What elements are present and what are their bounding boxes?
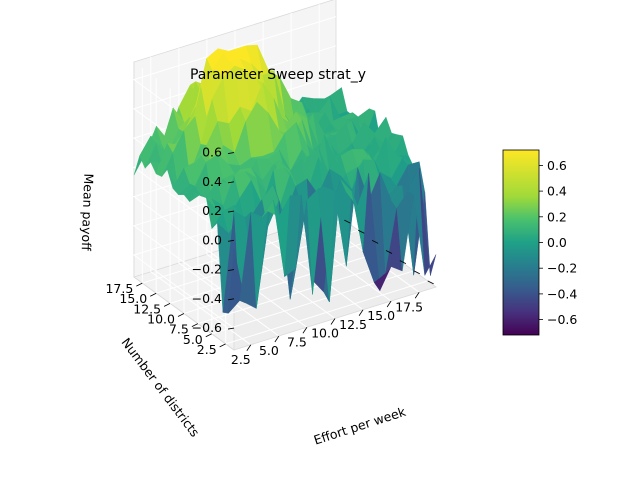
y-tick-mark xyxy=(358,229,365,234)
z-tick-mark xyxy=(227,327,235,330)
z-tick-mark xyxy=(227,152,235,154)
z-tick-mark xyxy=(227,239,235,242)
z-tick-label: 0.4 xyxy=(202,174,222,189)
z-tick-label: 0.6 xyxy=(202,145,222,160)
colorbar-gradient xyxy=(502,149,540,336)
colorbar-tick-label: −0.4 xyxy=(547,286,577,301)
z-tick-mark xyxy=(227,269,235,271)
colorbar-tick-label: 0.6 xyxy=(547,158,567,173)
z-axis-label: Mean payoff xyxy=(79,173,97,251)
z-tick-label: 0.0 xyxy=(202,232,222,247)
x-grid-line xyxy=(150,56,252,346)
z-tick-mark xyxy=(227,181,235,184)
surface-mesh xyxy=(133,44,437,314)
x-tick-mark xyxy=(302,327,308,334)
y-tick-label: 17.5 xyxy=(105,281,133,296)
y-tick-label: 2.5 xyxy=(197,342,217,357)
y-axis-label: Number of districts xyxy=(119,335,203,440)
x-axis-label: Effort per week xyxy=(312,404,408,448)
z-tick-mark xyxy=(227,210,235,213)
z-tick-mark xyxy=(227,298,235,301)
y-tick-mark xyxy=(177,313,185,317)
y-tick-label: 10.0 xyxy=(147,312,175,327)
y-tick-mark xyxy=(385,250,393,254)
y-tick-mark xyxy=(413,270,420,275)
colorbar-tick-label: −0.6 xyxy=(547,312,577,327)
colorbar-ticks: 0.6 0.4 0.2 0.0 −0.2 −0.4 −0.6 xyxy=(539,158,577,327)
y-tick-mark xyxy=(399,260,407,264)
x-tick-label: 15.0 xyxy=(367,308,395,323)
x-tick-mark xyxy=(386,300,392,308)
z-tick-label: −0.6 xyxy=(192,320,222,335)
y-tick-mark xyxy=(191,323,199,327)
x-tick-label: 2.5 xyxy=(231,352,251,367)
x-tick-mark xyxy=(246,344,252,351)
x-tick-label: 17.5 xyxy=(395,299,423,314)
z-tick-label: −0.4 xyxy=(192,291,222,306)
colorbar-tick-label: 0.0 xyxy=(547,235,567,250)
x-tick-label: 5.0 xyxy=(259,343,279,358)
x-tick-mark xyxy=(330,318,336,325)
x-tick-label: 7.5 xyxy=(287,334,307,349)
y-tick-label: 5.0 xyxy=(183,332,203,347)
x-tick-mark xyxy=(358,309,364,316)
y-tick-mark xyxy=(136,282,143,287)
y-tick-mark xyxy=(427,280,434,285)
y-tick-label: 7.5 xyxy=(169,322,189,337)
z-tick-label: −0.2 xyxy=(192,262,222,277)
z-tick-label: 0.2 xyxy=(202,203,222,218)
x-tick-label: 10.0 xyxy=(311,326,339,341)
y-tick-label: 15.0 xyxy=(119,291,147,306)
x-tick-label: 12.5 xyxy=(339,317,367,332)
y-tick-mark xyxy=(219,343,226,348)
y-tick-mark xyxy=(150,292,157,297)
colorbar-tick-label: 0.4 xyxy=(547,184,567,199)
y-tick-mark xyxy=(344,219,351,224)
y-tick-label: 12.5 xyxy=(133,301,161,316)
colorbar-tick-label: 0.2 xyxy=(547,209,567,224)
x-tick-mark xyxy=(274,335,280,343)
colorbar: 0.6 0.4 0.2 0.0 −0.2 −0.4 −0.6 xyxy=(502,149,577,336)
x-tick-mark xyxy=(414,292,420,299)
y-tick-mark xyxy=(163,303,171,307)
axis-ticks: 2.55.07.510.012.515.017.52.55.07.510.012… xyxy=(105,145,434,367)
y-tick-mark xyxy=(371,240,379,244)
y-tick-mark xyxy=(205,333,212,338)
chart-title: Parameter Sweep strat_y xyxy=(190,67,366,83)
colorbar-tick-label: −0.2 xyxy=(547,261,577,276)
surface-facet xyxy=(419,168,437,277)
